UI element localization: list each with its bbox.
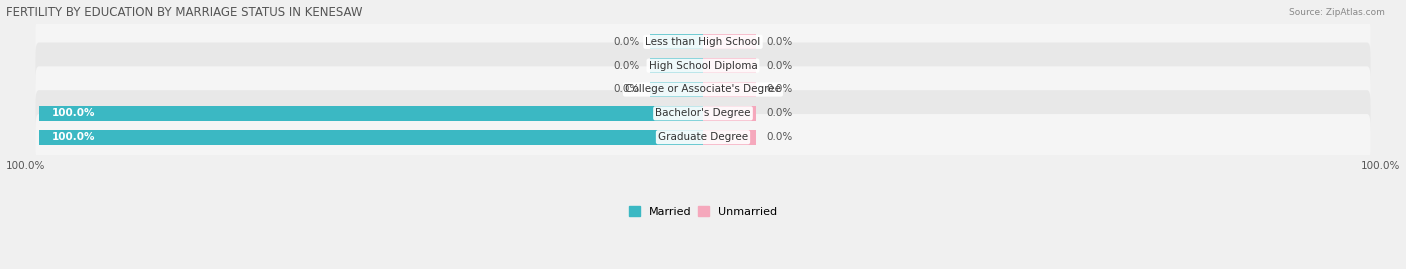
- Text: College or Associate's Degree: College or Associate's Degree: [626, 84, 780, 94]
- Text: Less than High School: Less than High School: [645, 37, 761, 47]
- FancyBboxPatch shape: [35, 114, 1371, 160]
- Bar: [703, 106, 756, 121]
- FancyBboxPatch shape: [35, 90, 1371, 136]
- Bar: [703, 58, 756, 73]
- Text: 0.0%: 0.0%: [766, 61, 793, 71]
- Text: 0.0%: 0.0%: [613, 61, 640, 71]
- Bar: [703, 130, 756, 144]
- Bar: [650, 34, 703, 49]
- Text: FERTILITY BY EDUCATION BY MARRIAGE STATUS IN KENESAW: FERTILITY BY EDUCATION BY MARRIAGE STATU…: [6, 6, 363, 19]
- Legend: Married, Unmarried: Married, Unmarried: [624, 202, 782, 222]
- Text: 0.0%: 0.0%: [613, 84, 640, 94]
- Bar: [703, 82, 756, 97]
- Bar: [650, 82, 703, 97]
- Text: 0.0%: 0.0%: [766, 84, 793, 94]
- Bar: [703, 34, 756, 49]
- FancyBboxPatch shape: [35, 43, 1371, 89]
- Text: 0.0%: 0.0%: [766, 108, 793, 118]
- Text: High School Diploma: High School Diploma: [648, 61, 758, 71]
- Text: 100.0%: 100.0%: [52, 132, 96, 142]
- Bar: [39, 130, 703, 144]
- FancyBboxPatch shape: [35, 66, 1371, 113]
- Text: 100.0%: 100.0%: [1361, 161, 1400, 171]
- Text: 0.0%: 0.0%: [766, 37, 793, 47]
- Text: Graduate Degree: Graduate Degree: [658, 132, 748, 142]
- Text: 100.0%: 100.0%: [52, 108, 96, 118]
- Text: Bachelor's Degree: Bachelor's Degree: [655, 108, 751, 118]
- FancyBboxPatch shape: [35, 19, 1371, 65]
- Text: Source: ZipAtlas.com: Source: ZipAtlas.com: [1289, 8, 1385, 17]
- Text: 0.0%: 0.0%: [766, 132, 793, 142]
- Bar: [39, 106, 703, 121]
- Bar: [650, 58, 703, 73]
- Text: 0.0%: 0.0%: [613, 37, 640, 47]
- Text: 100.0%: 100.0%: [6, 161, 45, 171]
